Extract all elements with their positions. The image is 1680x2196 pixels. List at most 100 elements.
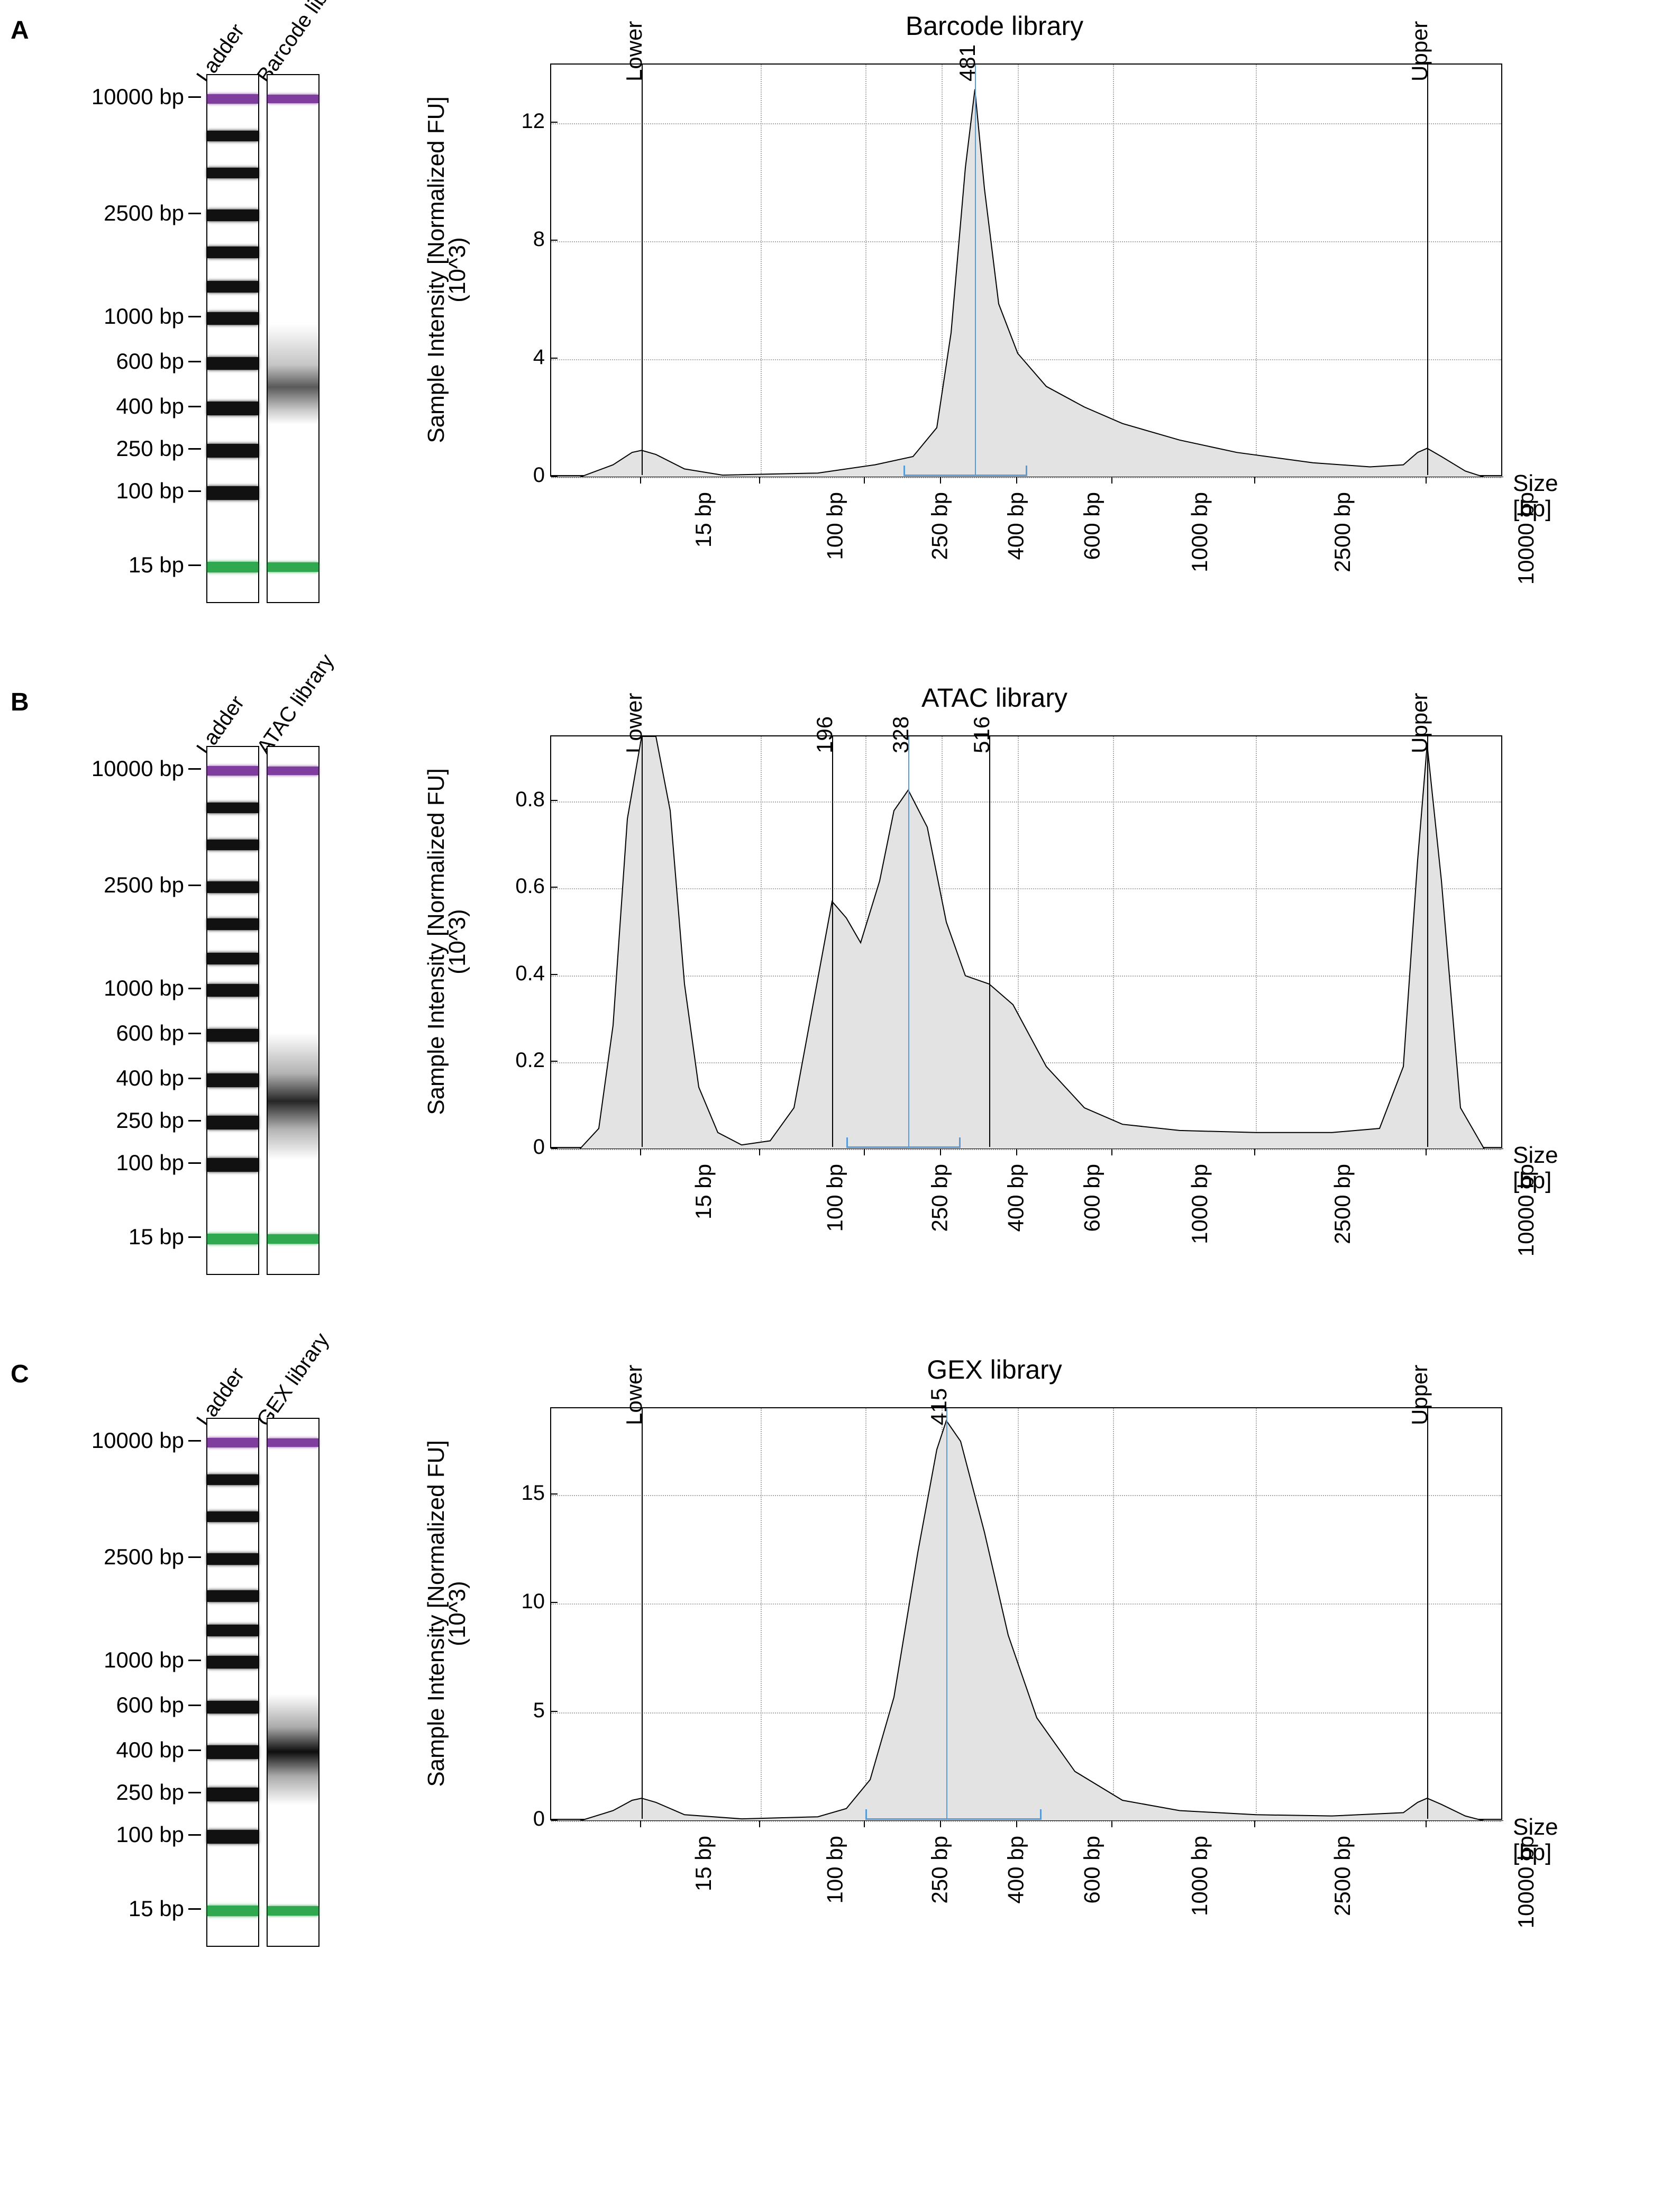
- x-tick-label: 400 bp: [1003, 1836, 1028, 1903]
- bp-size-label: 250 bp: [116, 1780, 201, 1805]
- bp-size-label: 600 bp: [116, 1020, 201, 1046]
- plot-area: [550, 63, 1502, 476]
- x-axis-unit: Size[bp]: [1513, 471, 1558, 522]
- x-tick-label: 2500 bp: [1330, 1836, 1355, 1916]
- bp-size-label: 600 bp: [116, 1692, 201, 1718]
- chart-C: GEX librarySample Intensity [Normalized …: [413, 1354, 1576, 1963]
- gel-band: [207, 312, 258, 325]
- x-tick-label: 600 bp: [1079, 1836, 1104, 1903]
- x-tick-label: 250 bp: [927, 1836, 952, 1903]
- x-tick-label: 100 bp: [822, 1836, 847, 1903]
- gel-band: [207, 840, 258, 850]
- gel-band: [207, 94, 258, 104]
- bp-size-label: 10000 bp: [92, 84, 201, 110]
- gel-smear: [268, 1033, 318, 1160]
- y-tick-label: 0: [508, 463, 545, 487]
- gel-band: [207, 562, 258, 572]
- gel-image: LadderGEX library10000 bp2500 bp1000 bp6…: [53, 1354, 349, 1963]
- x-tick-label: 1000 bp: [1187, 1836, 1212, 1916]
- gel-lanes: [206, 74, 319, 603]
- gel-band: [207, 1029, 258, 1042]
- gel-band: [268, 1438, 318, 1447]
- x-tick: [864, 1148, 865, 1155]
- x-tick: [1016, 476, 1017, 484]
- bp-size-label: 100 bp: [116, 1150, 201, 1176]
- y-tick-label: 5: [508, 1699, 545, 1723]
- x-tick-label: 600 bp: [1079, 1164, 1104, 1232]
- x-tick: [759, 476, 760, 484]
- x-tick: [759, 1148, 760, 1155]
- peak-marker: [832, 736, 833, 1147]
- x-axis-unit: Size[bp]: [1513, 1143, 1558, 1194]
- x-tick: [864, 476, 865, 484]
- x-tick-label: 250 bp: [927, 1164, 952, 1232]
- gel-band: [207, 1234, 258, 1244]
- gel-band: [207, 1625, 258, 1636]
- gel-band: [207, 168, 258, 178]
- chart-title: ATAC library: [413, 682, 1576, 713]
- gel-band: [207, 444, 258, 458]
- x-tick-label: 2500 bp: [1330, 492, 1355, 572]
- gel-band: [207, 1073, 258, 1087]
- bp-size-label: 400 bp: [116, 1065, 201, 1091]
- x-tick-label: 400 bp: [1003, 1164, 1028, 1232]
- y-tick-label: 0: [508, 1807, 545, 1831]
- peak-marker: [989, 736, 990, 1147]
- x-tick: [640, 476, 641, 484]
- sample-lane: [267, 1418, 319, 1947]
- y-axis-label-group: Sample Intensity [Normalized FU](10^3): [413, 735, 460, 1148]
- gel-band: [207, 1745, 258, 1759]
- y-tick-label: 8: [508, 227, 545, 251]
- x-tick: [1111, 1148, 1112, 1155]
- gel-band: [268, 95, 318, 103]
- region-bracket: [865, 1809, 1042, 1820]
- gel-band: [268, 767, 318, 775]
- sample-lane: [267, 74, 319, 603]
- panel-C: CLadderGEX library10000 bp2500 bp1000 bp…: [11, 1354, 1669, 1963]
- gel-band: [207, 1553, 258, 1565]
- peak-marker: [975, 65, 976, 475]
- gel-band: [207, 1511, 258, 1522]
- y-axis-label-group: Sample Intensity [Normalized FU](10^3): [413, 63, 460, 476]
- bp-size-label: 2500 bp: [104, 872, 201, 898]
- x-tick: [940, 1820, 941, 1827]
- gel-image: LadderBarcode library10000 bp2500 bp1000…: [53, 11, 349, 619]
- gel-band: [207, 1830, 258, 1844]
- gel-band: [207, 984, 258, 997]
- panel-letter: A: [11, 11, 53, 45]
- chart-B: ATAC library Sample Intensity [Normalized…: [413, 682, 1576, 1291]
- y-tick-label: 4: [508, 345, 545, 369]
- plot-area: [550, 735, 1502, 1148]
- x-tick: [864, 1820, 865, 1827]
- panel-A: ALadderBarcode library10000 bp2500 bp100…: [11, 11, 1669, 619]
- bp-size-label: 15 bp: [129, 1224, 201, 1250]
- x-tick-label: 400 bp: [1003, 492, 1028, 560]
- gel-band: [207, 281, 258, 293]
- x-tick-label: 15 bp: [691, 1164, 716, 1219]
- y-axis-sublabel: (10^3): [444, 1581, 471, 1646]
- ladder-lane: [206, 746, 259, 1275]
- x-tick-label: 15 bp: [691, 492, 716, 548]
- gel-band: [207, 1906, 258, 1916]
- x-tick-label: 100 bp: [822, 1164, 847, 1232]
- gel-lanes: [206, 746, 319, 1275]
- gel-band: [207, 209, 258, 221]
- x-tick-label: 2500 bp: [1330, 1164, 1355, 1244]
- x-tick: [640, 1148, 641, 1155]
- plot-area: [550, 1407, 1502, 1820]
- bp-size-label: 10000 bp: [92, 756, 201, 781]
- gel-band: [207, 1590, 258, 1602]
- gel-band: [207, 1788, 258, 1801]
- y-tick-label: 0.6: [508, 874, 545, 898]
- y-tick-label: 15: [508, 1481, 545, 1505]
- x-tick-label: 100 bp: [822, 492, 847, 560]
- chart-title: Barcode library: [413, 11, 1576, 41]
- ladder-lane: [206, 1418, 259, 1947]
- chart-title: GEX library: [413, 1354, 1576, 1385]
- bp-size-label: 400 bp: [116, 394, 201, 419]
- y-axis-sublabel: (10^3): [444, 237, 471, 302]
- gel-lanes: [206, 1418, 319, 1947]
- x-tick: [1111, 1820, 1112, 1827]
- gel-band: [207, 357, 258, 370]
- hgridline: [551, 1149, 1501, 1150]
